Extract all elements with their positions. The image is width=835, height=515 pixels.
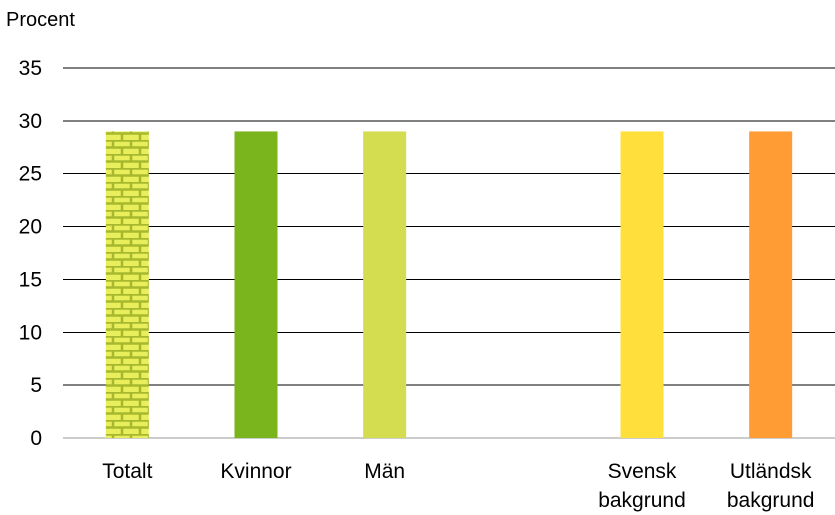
x-tick-label: bakgrund (727, 489, 815, 512)
y-tick-label: 0 (30, 427, 42, 450)
y-tick-label: 15 (19, 268, 42, 291)
bar (363, 131, 407, 438)
bar (234, 131, 278, 438)
x-tick-label: Män (364, 460, 405, 483)
bars (105, 131, 793, 438)
y-tick-label: 20 (19, 216, 42, 239)
y-tick-labels: 0 5 10 15 20 25 30 35 (19, 57, 42, 450)
x-tick-label: Svensk (608, 460, 677, 483)
x-tick-labels: Totalt Kvinnor Män Svensk bakgrund Utländsk ba… (102, 460, 814, 512)
gridlines (63, 67, 835, 439)
y-axis-title: Procent (6, 9, 75, 31)
y-tick-label: 5 (30, 374, 42, 397)
bar (749, 131, 793, 438)
x-tick-label: Utländsk (730, 460, 812, 483)
bar (105, 131, 149, 438)
x-tick-label: Totalt (102, 460, 152, 483)
y-tick-label: 30 (19, 110, 42, 133)
y-tick-label: 25 (19, 163, 42, 186)
x-tick-label: bakgrund (598, 489, 686, 512)
x-tick-label: Kvinnor (220, 460, 291, 483)
y-tick-label: 35 (19, 57, 42, 80)
y-tick-label: 10 (19, 321, 42, 344)
bar (620, 131, 664, 438)
